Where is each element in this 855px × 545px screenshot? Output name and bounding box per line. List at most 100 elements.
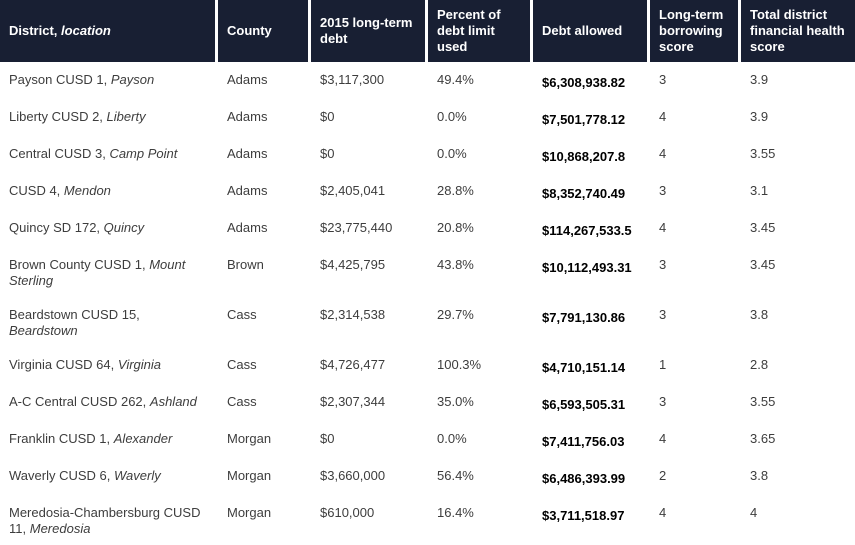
district-cell: Quincy SD 172, Quincy [0, 210, 218, 247]
district-cell: CUSD 4, Mendon [0, 173, 218, 210]
pct-limit-cell: 35.0% [428, 384, 533, 421]
pct-limit-cell: 100.3% [428, 347, 533, 384]
district-cell: Payson CUSD 1, Payson [0, 62, 218, 99]
debt-allowed-cell: $4,710,151.14 [533, 347, 650, 384]
district-name: CUSD 4, [9, 183, 61, 198]
table-row: Payson CUSD 1, Payson Adams $3,117,300 4… [0, 62, 855, 99]
county-cell: Cass [218, 297, 311, 347]
district-cell: Central CUSD 3, Camp Point [0, 136, 218, 173]
district-location: Beardstown [9, 323, 78, 338]
borrowing-score-cell: 3 [650, 384, 741, 421]
district-cell: Waverly CUSD 6, Waverly [0, 458, 218, 495]
debt-allowed-cell: $10,112,493.31 [533, 247, 650, 297]
debt-allowed-cell: $3,711,518.97 [533, 495, 650, 545]
health-score-cell: 3.8 [741, 458, 855, 495]
district-name: A-C Central CUSD 262, [9, 394, 147, 409]
district-location: Mount Sterling [9, 257, 186, 288]
debt-2015-cell: $2,307,344 [311, 384, 428, 421]
district-location: Meredosia [29, 521, 91, 536]
pct-limit-cell: 28.8% [428, 173, 533, 210]
district-name: Payson CUSD 1, [9, 72, 108, 87]
health-score-cell: 2.8 [741, 347, 855, 384]
table-row: Quincy SD 172, Quincy Adams $23,775,440 … [0, 210, 855, 247]
table-row: Beardstown CUSD 15, Beardstown Cass $2,3… [0, 297, 855, 347]
health-score-cell: 3.45 [741, 247, 855, 297]
col-header-2015-debt: 2015 long-term debt [311, 0, 428, 62]
debt-2015-cell: $3,660,000 [311, 458, 428, 495]
district-cell: Franklin CUSD 1, Alexander [0, 421, 218, 458]
table-row: Franklin CUSD 1, Alexander Morgan $0 0.0… [0, 421, 855, 458]
col-header-district: District, location [0, 0, 218, 62]
county-cell: Morgan [218, 495, 311, 545]
district-cell: Beardstown CUSD 15, Beardstown [0, 297, 218, 347]
county-cell: Adams [218, 210, 311, 247]
borrowing-score-cell: 3 [650, 247, 741, 297]
debt-allowed-cell: $114,267,533.5 [533, 210, 650, 247]
health-score-cell: 3.55 [741, 136, 855, 173]
table-body: Payson CUSD 1, Payson Adams $3,117,300 4… [0, 62, 855, 545]
col-header-pct-limit: Percent of debt limit used [428, 0, 533, 62]
pct-limit-cell: 56.4% [428, 458, 533, 495]
district-cell: Liberty CUSD 2, Liberty [0, 99, 218, 136]
debt-2015-cell: $4,726,477 [311, 347, 428, 384]
col-header-borrowing-score: Long-term borrowing score [650, 0, 741, 62]
district-location: Waverly [114, 468, 161, 483]
debt-allowed-cell: $10,868,207.8 [533, 136, 650, 173]
pct-limit-cell: 16.4% [428, 495, 533, 545]
table-row: Brown County CUSD 1, Mount Sterling Brow… [0, 247, 855, 297]
district-name: Central CUSD 3, [9, 146, 106, 161]
debt-2015-cell: $3,117,300 [311, 62, 428, 99]
debt-allowed-cell: $6,308,938.82 [533, 62, 650, 99]
table-row: Liberty CUSD 2, Liberty Adams $0 0.0% $7… [0, 99, 855, 136]
county-cell: Morgan [218, 421, 311, 458]
borrowing-score-cell: 2 [650, 458, 741, 495]
district-cell: A-C Central CUSD 262, Ashland [0, 384, 218, 421]
table-row: Central CUSD 3, Camp Point Adams $0 0.0%… [0, 136, 855, 173]
col-header-county: County [218, 0, 311, 62]
debt-allowed-cell: $7,501,778.12 [533, 99, 650, 136]
borrowing-score-cell: 3 [650, 62, 741, 99]
table-row: CUSD 4, Mendon Adams $2,405,041 28.8% $8… [0, 173, 855, 210]
borrowing-score-cell: 3 [650, 173, 741, 210]
district-name: Liberty CUSD 2, [9, 109, 103, 124]
health-score-cell: 3.9 [741, 99, 855, 136]
borrowing-score-cell: 4 [650, 99, 741, 136]
health-score-cell: 3.55 [741, 384, 855, 421]
county-cell: Adams [218, 136, 311, 173]
col-header-location-label: location [61, 23, 111, 38]
district-location: Virginia [117, 357, 162, 372]
county-cell: Cass [218, 347, 311, 384]
table-row: Virginia CUSD 64, Virginia Cass $4,726,4… [0, 347, 855, 384]
debt-2015-cell: $0 [311, 99, 428, 136]
district-name: Virginia CUSD 64, [9, 357, 115, 372]
debt-allowed-cell: $6,593,505.31 [533, 384, 650, 421]
col-header-health-score: Total district financial health score [741, 0, 855, 62]
district-location: Payson [110, 72, 155, 87]
debt-allowed-cell: $7,411,756.03 [533, 421, 650, 458]
county-cell: Cass [218, 384, 311, 421]
debt-2015-cell: $2,405,041 [311, 173, 428, 210]
district-cell: Meredosia-Chambersburg CUSD 11, Meredosi… [0, 495, 218, 545]
pct-limit-cell: 29.7% [428, 297, 533, 347]
col-header-district-label: District, [9, 23, 58, 38]
health-score-cell: 3.65 [741, 421, 855, 458]
county-cell: Adams [218, 173, 311, 210]
district-cell: Brown County CUSD 1, Mount Sterling [0, 247, 218, 297]
borrowing-score-cell: 4 [650, 136, 741, 173]
borrowing-score-cell: 3 [650, 297, 741, 347]
county-cell: Brown [218, 247, 311, 297]
debt-allowed-cell: $7,791,130.86 [533, 297, 650, 347]
district-name: Beardstown CUSD 15, [9, 307, 140, 322]
header-row: District, location County 2015 long-term… [0, 0, 855, 62]
district-location: Liberty [106, 109, 146, 124]
health-score-cell: 4 [741, 495, 855, 545]
health-score-cell: 3.1 [741, 173, 855, 210]
debt-2015-cell: $23,775,440 [311, 210, 428, 247]
district-location: Camp Point [109, 146, 178, 161]
pct-limit-cell: 49.4% [428, 62, 533, 99]
table-row: A-C Central CUSD 262, Ashland Cass $2,30… [0, 384, 855, 421]
district-location: Alexander [113, 431, 173, 446]
district-location: Quincy [103, 220, 145, 235]
table-row: Meredosia-Chambersburg CUSD 11, Meredosi… [0, 495, 855, 545]
borrowing-score-cell: 4 [650, 495, 741, 545]
